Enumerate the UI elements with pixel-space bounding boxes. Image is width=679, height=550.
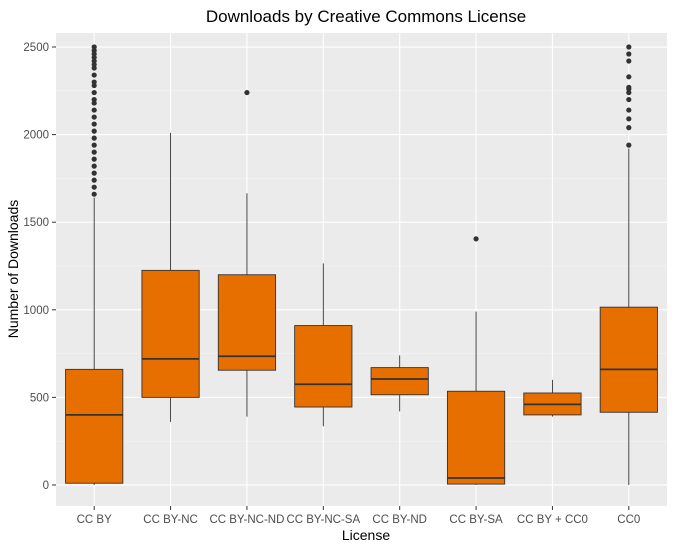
outlier-point <box>626 116 632 122</box>
y-axis: 0 500 1000 1500 2000 2500 <box>23 42 56 492</box>
outlier-point <box>91 163 97 169</box>
outlier-point <box>91 142 97 148</box>
y-tick-label: 500 <box>30 392 49 404</box>
outlier-point <box>91 44 97 50</box>
outlier-point <box>91 72 97 78</box>
x-tick-label: CC BY <box>77 514 112 526</box>
outlier-point <box>91 149 97 155</box>
x-tick-label: CC BY + CC0 <box>517 514 588 526</box>
box-iqr <box>599 306 658 413</box>
outlier-point <box>626 51 632 57</box>
x-tick-label: CC BY-ND <box>372 514 427 526</box>
box-iqr <box>370 367 429 396</box>
outlier-point <box>91 156 97 162</box>
outlier-point <box>91 170 97 176</box>
y-tick-label: 2500 <box>23 42 49 54</box>
outlier-point <box>91 79 97 85</box>
outlier-point <box>91 96 97 103</box>
box-group <box>65 44 124 485</box>
outlier-point <box>626 96 632 103</box>
outlier-point <box>91 191 97 197</box>
outlier-point <box>91 107 97 113</box>
outlier-point <box>91 128 97 134</box>
box-group <box>294 263 353 427</box>
y-tick-label: 2000 <box>23 130 49 142</box>
outlier-point <box>473 236 479 242</box>
outlier-point <box>91 177 97 183</box>
x-tick-label: CC BY-NC-SA <box>286 514 360 526</box>
outlier-point <box>91 89 97 96</box>
box-group <box>446 236 506 485</box>
box-iqr <box>141 269 200 398</box>
outlier-point <box>91 135 97 141</box>
box-group <box>523 379 582 417</box>
outlier-point <box>626 125 632 131</box>
outlier-point <box>626 44 632 50</box>
outlier-point <box>91 114 97 120</box>
outlier-point <box>91 184 97 190</box>
outlier-point <box>626 107 632 113</box>
box-iqr <box>294 325 353 408</box>
y-tick-label: 1500 <box>23 217 49 229</box>
x-tick-label: CC BY-NC-ND <box>209 514 284 526</box>
box-iqr <box>65 368 124 484</box>
y-axis-title: Number of Downloads <box>5 200 21 339</box>
boxes-layer <box>65 44 658 485</box>
box-group <box>217 89 277 417</box>
outlier-point <box>626 58 632 64</box>
box-iqr <box>217 274 277 371</box>
x-tick-label: CC0 <box>617 514 640 526</box>
x-tick-label: CC BY-SA <box>449 514 503 526</box>
outlier-point <box>91 121 97 127</box>
outlier-point <box>626 142 632 148</box>
outlier-point <box>626 74 632 80</box>
y-tick-label: 0 <box>43 480 49 492</box>
x-axis: CC BY CC BY-NC CC BY-NC-ND CC BY-NC-SA CC BY… <box>77 506 640 526</box>
plot-panel <box>56 33 667 506</box>
outlier-point <box>244 89 250 96</box>
box-group <box>141 132 200 422</box>
x-axis-title: License <box>342 527 390 543</box>
y-tick-label: 1000 <box>23 305 49 317</box>
outlier-point <box>626 84 632 90</box>
box-group <box>370 355 429 412</box>
chart-title: Downloads by Creative Commons License <box>206 7 526 26</box>
box-group <box>599 44 658 485</box>
x-tick-label: CC BY-NC <box>143 514 198 526</box>
box-iqr <box>446 390 506 485</box>
